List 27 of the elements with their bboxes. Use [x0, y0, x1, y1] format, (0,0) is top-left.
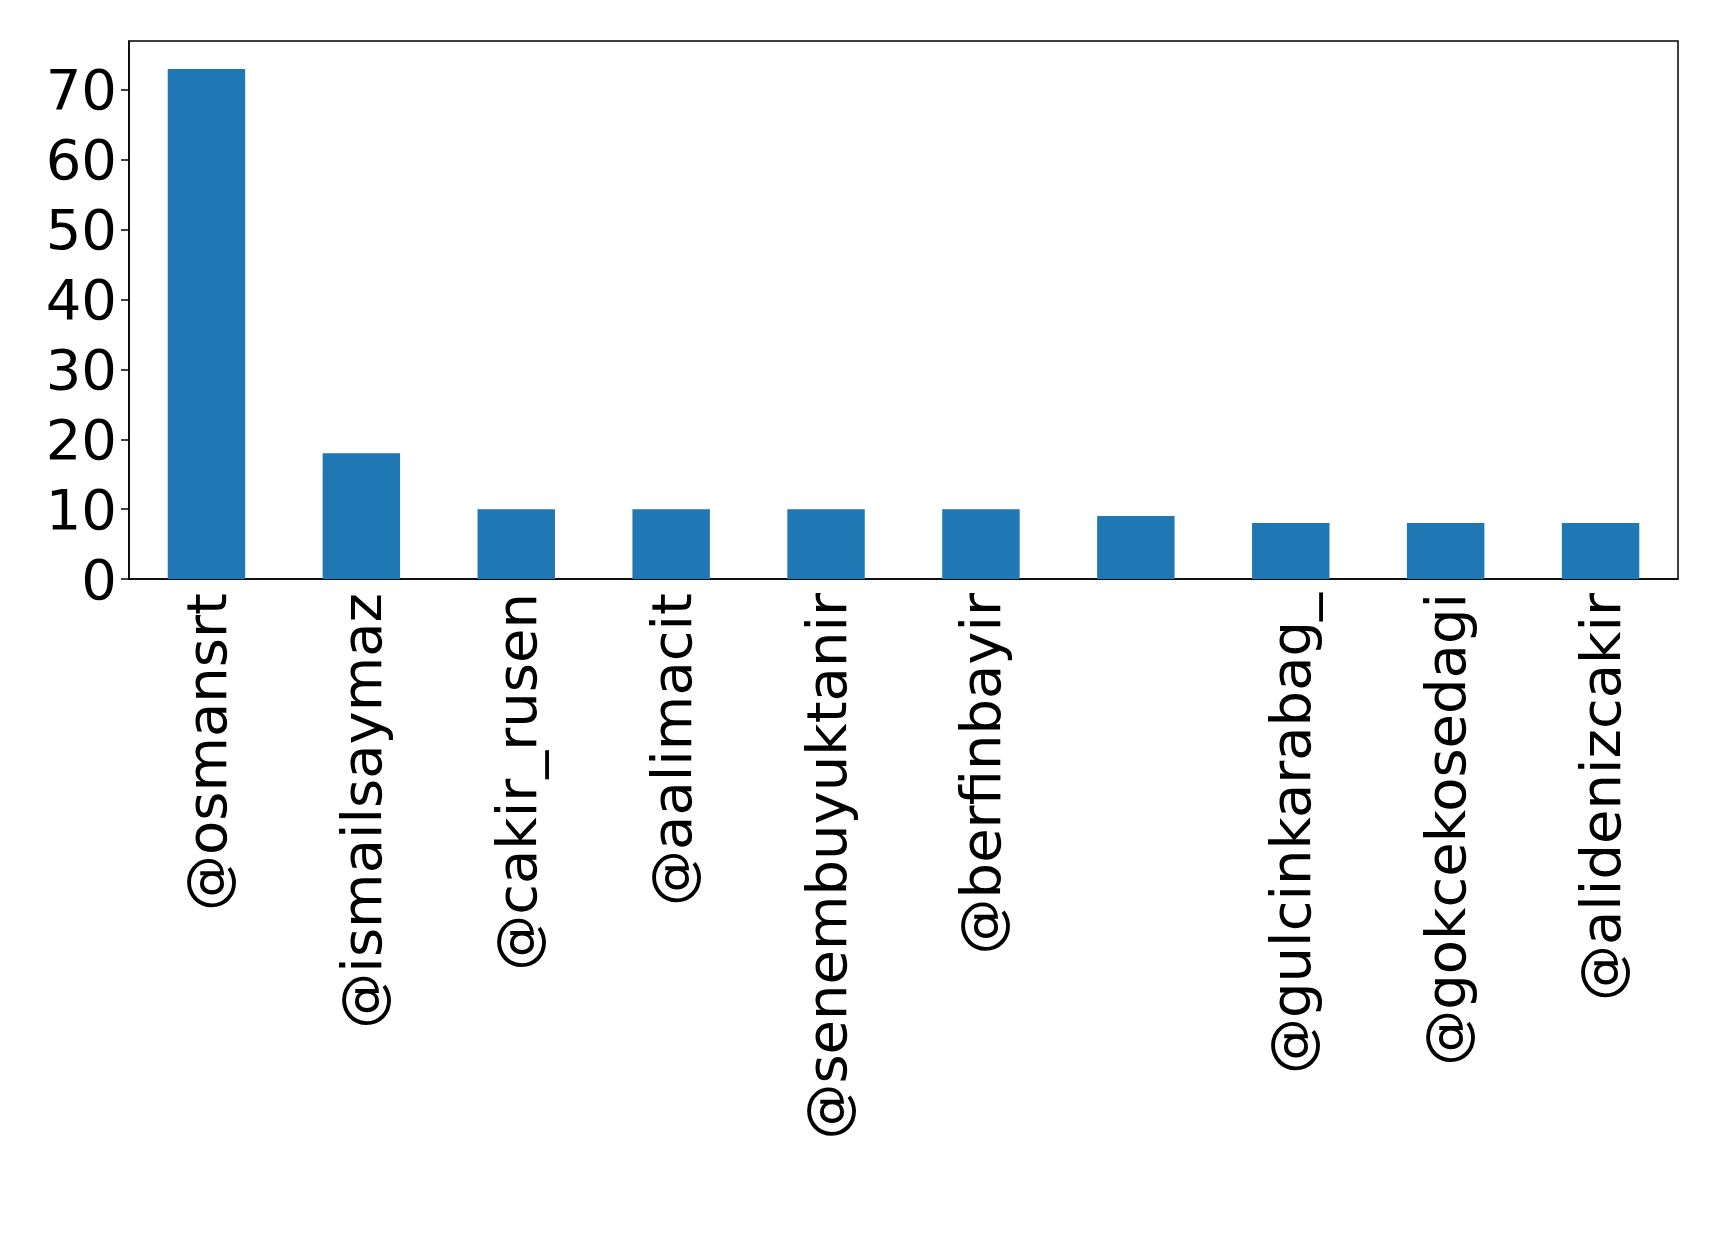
bar — [1097, 516, 1175, 579]
y-tick-label: 30 — [45, 336, 117, 402]
bar — [322, 453, 401, 579]
bar — [1406, 523, 1485, 579]
x-tick-label: @alidenizcakir — [1568, 592, 1634, 1001]
bar — [1252, 523, 1330, 579]
y-tick-label: 0 — [81, 546, 117, 612]
y-tick-label: 10 — [45, 476, 117, 542]
x-tick-label: @osmansrt — [173, 593, 239, 911]
x-tick-label: @aalimacit — [638, 593, 704, 906]
bar — [632, 509, 710, 579]
y-tick-label: 50 — [45, 197, 117, 263]
x-tick-label: @gulcinkarabag_ — [1258, 592, 1324, 1074]
x-tick-label: @ismailsaymaz — [328, 593, 394, 1029]
bar — [787, 509, 865, 579]
bar — [167, 68, 246, 579]
bar — [1561, 523, 1640, 579]
y-tick-label: 70 — [45, 57, 117, 123]
y-tick-label: 60 — [45, 127, 117, 193]
x-tick-label: @senembuyuktanir — [793, 592, 859, 1140]
bar — [477, 509, 555, 579]
y-tick-label: 40 — [45, 267, 117, 333]
y-tick-label: 20 — [45, 406, 117, 472]
bar — [942, 509, 1020, 579]
x-tick-label: @berfinbayir — [948, 592, 1014, 955]
x-tick-label: @cakir_rusen — [483, 593, 549, 971]
x-tick-label: @gokcekosedagi — [1413, 593, 1479, 1066]
